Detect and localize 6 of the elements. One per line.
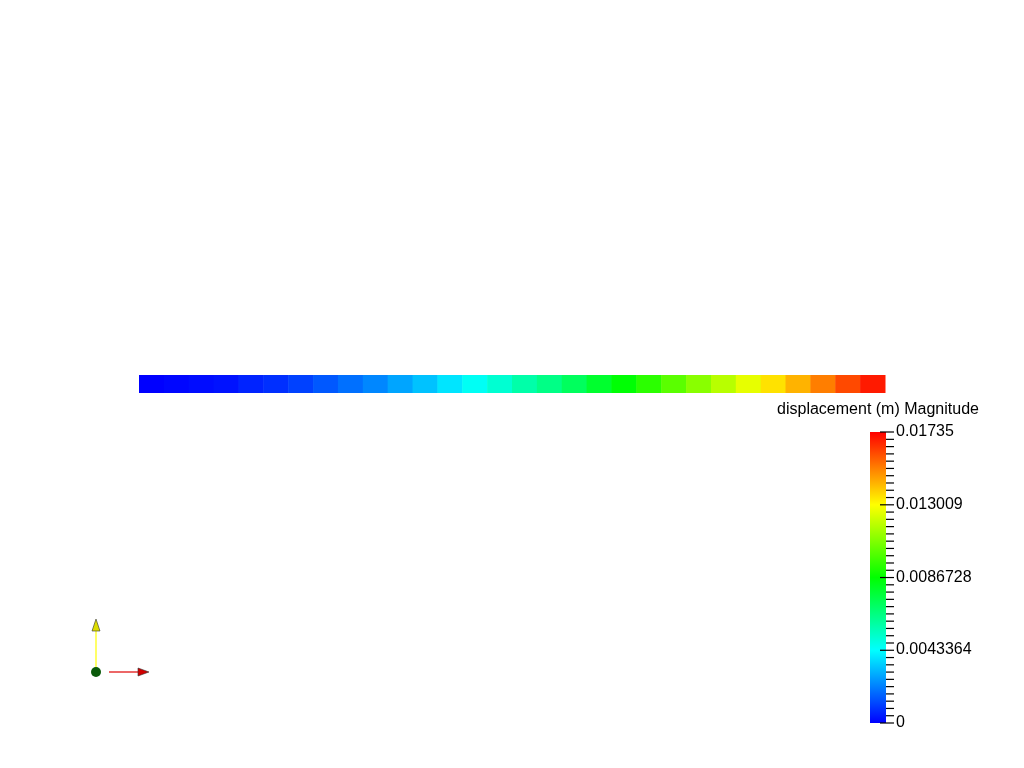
color-bar-label: 0.0043364 bbox=[896, 640, 972, 658]
color-bar-label: 0.013009 bbox=[896, 495, 963, 513]
color-bar-label: 0.0086728 bbox=[896, 567, 972, 585]
color-bar-label: 0 bbox=[896, 713, 905, 731]
color-bar-title: displacement (m) Magnitude bbox=[777, 400, 980, 417]
color-bar-label: 0.01735 bbox=[896, 422, 954, 440]
